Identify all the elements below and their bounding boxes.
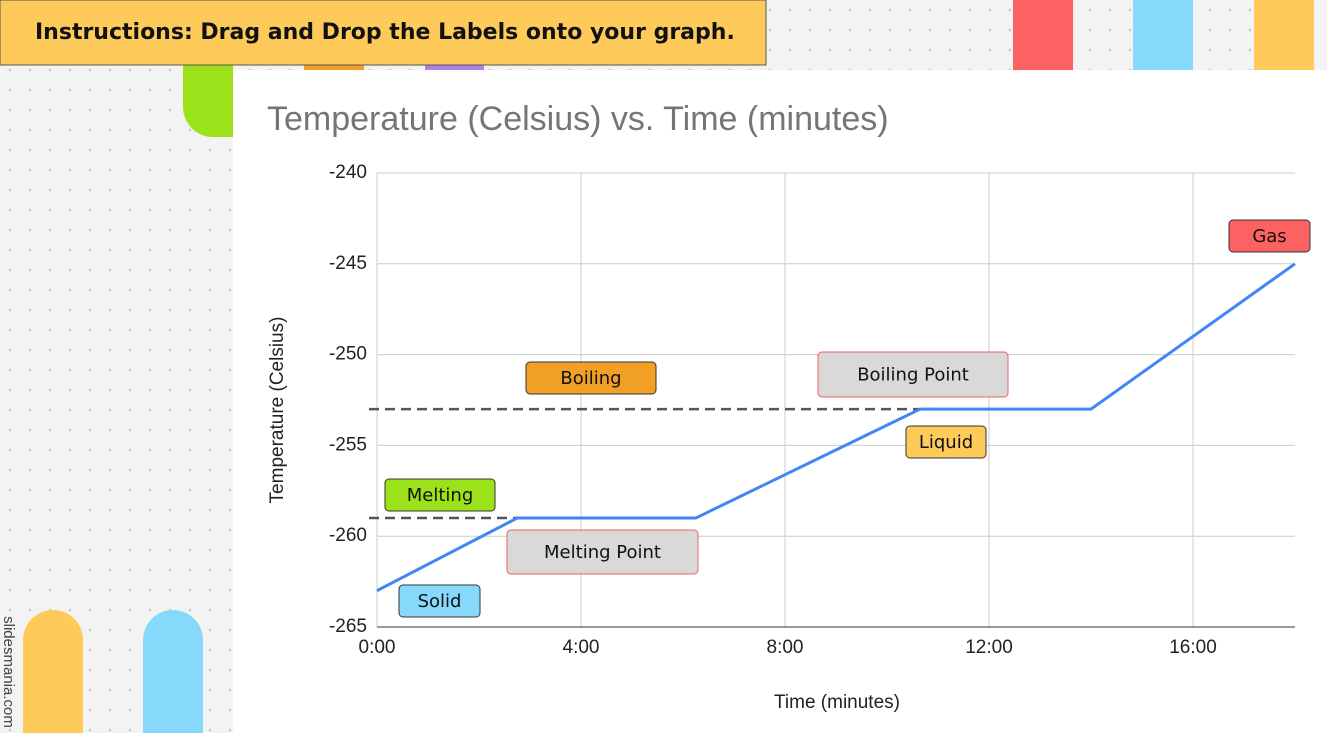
x-tick-label: 12:00: [965, 637, 1013, 658]
decor: [143, 610, 203, 733]
decor: [1013, 0, 1073, 70]
credit: slidesmania.com: [0, 616, 17, 728]
drag-label-box[interactable]: [1228, 219, 1311, 253]
y-tick-label: -265: [329, 616, 367, 637]
drag-label[interactable]: Boiling: [560, 368, 621, 389]
drag-label-box[interactable]: [905, 425, 987, 459]
drag-label-box[interactable]: [398, 584, 481, 618]
chart-title: Temperature (Celsius) vs. Time (minutes): [267, 100, 889, 138]
y-tick-label: -260: [329, 525, 367, 546]
y-tick-label: -240: [329, 162, 367, 183]
x-tick-label: 16:00: [1169, 637, 1217, 658]
x-tick-label: 8:00: [767, 637, 804, 658]
y-axis-label: Temperature (Celsius): [267, 317, 288, 504]
y-tick-label: -255: [329, 434, 367, 455]
decor: [23, 610, 83, 733]
drag-label-box[interactable]: [817, 351, 1009, 398]
instructions-box: [0, 0, 767, 66]
drag-label-box[interactable]: [384, 478, 496, 512]
decor: [1254, 0, 1314, 70]
x-tick-label: 4:00: [563, 637, 600, 658]
x-tick-label: 0:00: [359, 637, 396, 658]
drag-label[interactable]: Melting Point: [544, 542, 661, 563]
drag-label-box[interactable]: [506, 529, 699, 575]
chart-area: [233, 70, 1327, 733]
data-line: [376, 262, 1296, 593]
drag-label[interactable]: Boiling Point: [857, 365, 969, 386]
y-tick-label: -250: [329, 344, 367, 365]
drag-label[interactable]: Melting: [407, 485, 474, 506]
drag-label[interactable]: Liquid: [919, 432, 973, 453]
drag-label[interactable]: Solid: [418, 591, 462, 612]
decor: [1133, 0, 1193, 70]
drag-label-box[interactable]: [525, 361, 657, 395]
x-axis-label: Time (minutes): [774, 692, 900, 713]
y-tick-label: -245: [329, 253, 367, 274]
instructions: Instructions: Drag and Drop the Labels o…: [35, 20, 735, 45]
drag-label[interactable]: Gas: [1252, 226, 1286, 247]
